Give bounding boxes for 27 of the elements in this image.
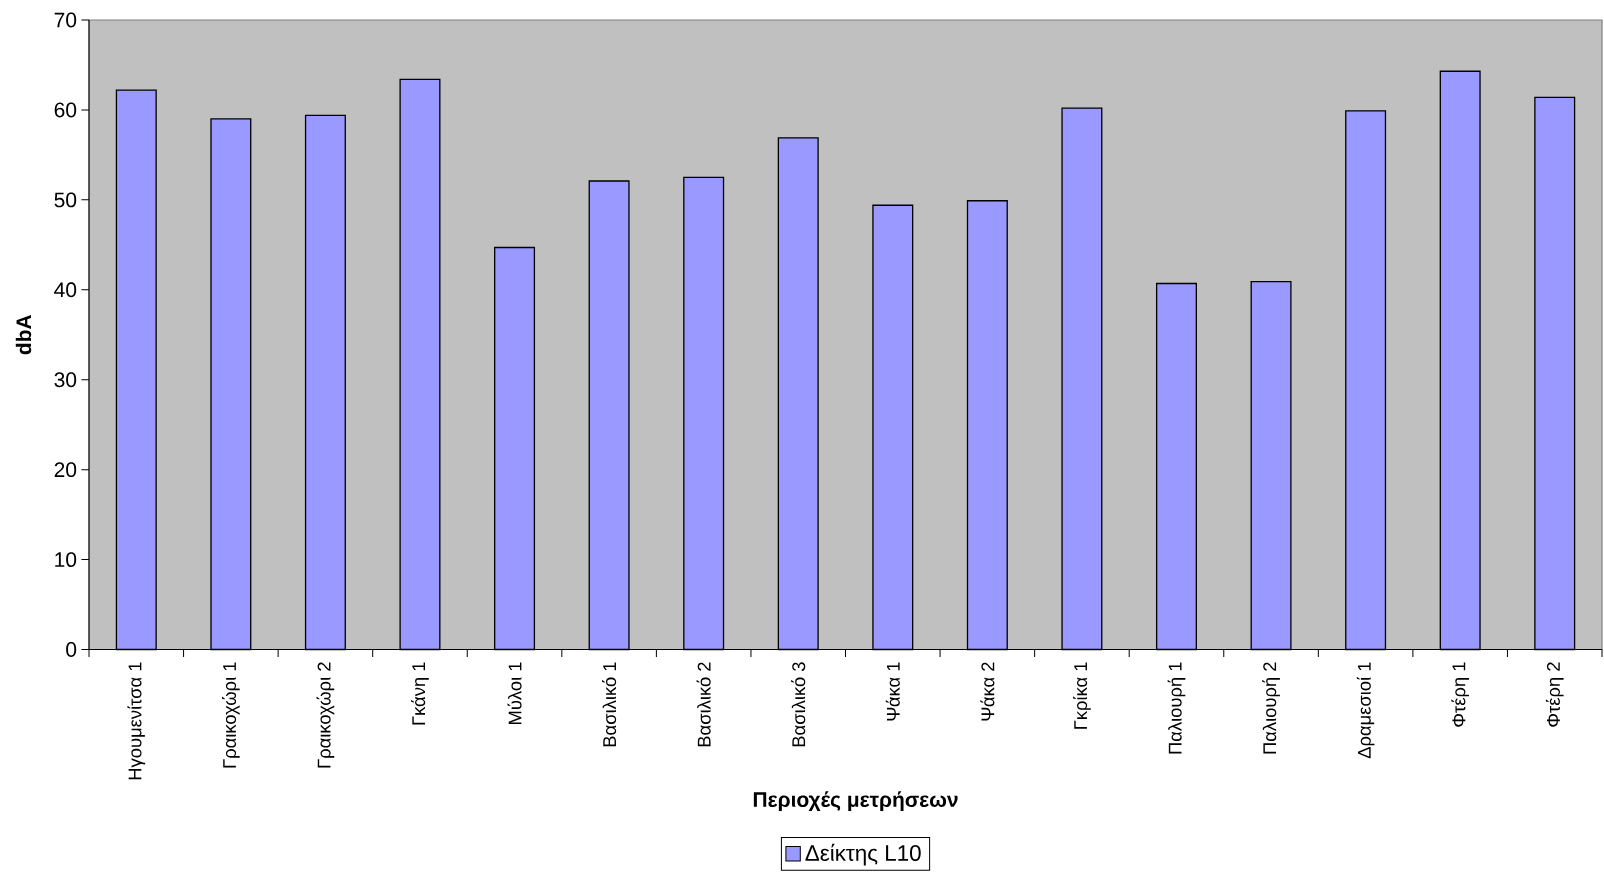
x-tick-label: Γραικοχώρι 1 (222, 662, 240, 768)
x-tick-label: Ψάκα 2 (980, 662, 995, 721)
y-tick-label: 40 (54, 282, 77, 298)
y-tick-label: 10 (55, 552, 77, 568)
x-tick-label: Βασιλικό 1 (602, 662, 617, 747)
x-tick-label: Γραικοχώρι 2 (316, 662, 335, 768)
x-tick-label: Ψάκα 1 (885, 662, 900, 721)
y-tick-label: 30 (54, 372, 77, 388)
y-tick-label: 50 (54, 192, 77, 208)
x-tick-label: Γκρίκα 1 (1073, 662, 1091, 729)
x-tick-label: Παλιουρή 2 (1262, 662, 1280, 754)
x-axis-title: Περιοχές μετρήσεων (753, 791, 958, 812)
y-tick-label: 0 (66, 642, 77, 657)
x-tick-label: Φτέρη 2 (1545, 662, 1564, 727)
y-tick-label: 60 (54, 102, 77, 118)
legend-label: Δείκτης L10 (805, 843, 921, 866)
y-tick-label: 70 (54, 12, 77, 28)
y-axis-title: dbA (15, 314, 32, 355)
y-tick-label: 20 (54, 462, 77, 478)
x-tick-label: Ηγουμενίτσα 1 (127, 662, 146, 780)
x-tick-label: Γκάνη 1 (411, 662, 429, 725)
x-tick-label: Παλιουρή 1 (1167, 662, 1186, 754)
x-tick-label: Δραμεσιοί 1 (1356, 662, 1375, 759)
x-tick-label: Βασιλικό 2 (696, 662, 711, 747)
x-tick-label: Φτέρη 1 (1451, 662, 1470, 727)
x-tick-label: Μύλοι 1 (507, 662, 522, 724)
x-tick-label: Βασιλικό 3 (791, 662, 806, 747)
